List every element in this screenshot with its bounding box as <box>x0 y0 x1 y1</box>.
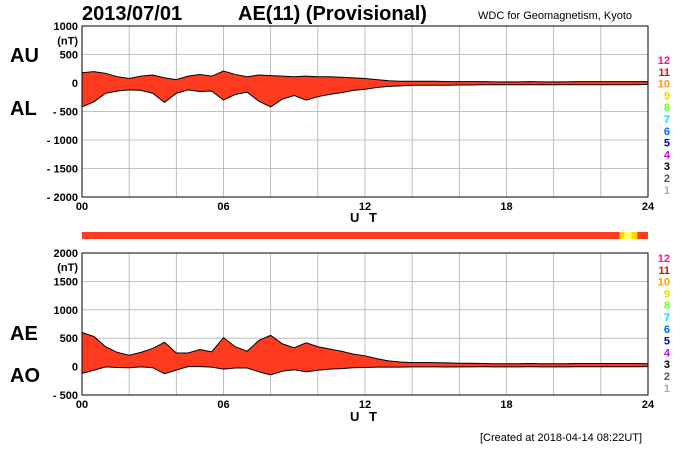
y-tick-label: - 500 <box>53 107 78 119</box>
legend-item-4: 4 <box>664 149 671 161</box>
x-tick-label: 18 <box>500 399 512 411</box>
legend-item-7: 7 <box>664 114 670 126</box>
x-tick-label: 06 <box>217 201 229 213</box>
legend-item-11: 11 <box>658 265 670 277</box>
legend-item-9: 9 <box>664 288 670 300</box>
legend-item-5: 5 <box>664 138 670 150</box>
legend-item-6: 6 <box>664 324 670 336</box>
x-axis-label: U T <box>350 409 380 424</box>
station-bar-segment <box>619 232 625 239</box>
x-tick-label: 24 <box>642 201 655 213</box>
y-tick-label: 0 <box>72 78 78 90</box>
x-tick-label: 00 <box>76 399 88 411</box>
y-tick-label: 500 <box>60 50 78 62</box>
legend-item-1: 1 <box>664 185 670 197</box>
y-tick-label: 1000 <box>54 305 78 317</box>
station-bar-segment <box>631 232 638 239</box>
x-tick-label: 00 <box>76 201 88 213</box>
legend-item-5: 5 <box>664 336 670 348</box>
legend-item-3: 3 <box>664 359 670 371</box>
series-line-ae <box>81 332 649 365</box>
unit-label: (nT) <box>57 35 78 47</box>
legend-item-12: 12 <box>658 253 670 265</box>
legend-item-10: 10 <box>658 277 670 289</box>
series-line-au <box>81 70 648 83</box>
x-tick-label: 12 <box>359 399 371 411</box>
legend-item-11: 11 <box>658 67 670 79</box>
x-tick-label: 24 <box>642 399 655 411</box>
created-timestamp: [Created at 2018-04-14 08:22UT] <box>480 432 643 444</box>
x-axis-label: U T <box>350 210 380 225</box>
legend-item-7: 7 <box>664 312 670 324</box>
plot-frame <box>81 25 649 198</box>
side-label-al: AL <box>10 98 37 120</box>
y-tick-label: - 1500 <box>47 164 78 176</box>
side-label-ao: AO <box>10 365 40 387</box>
legend-item-1: 1 <box>664 383 670 395</box>
y-tick-label: 2000 <box>54 248 78 260</box>
legend-item-10: 10 <box>658 79 670 91</box>
legend-item-8: 8 <box>664 300 670 312</box>
y-tick-label: 500 <box>60 333 78 345</box>
x-tick-label: 18 <box>500 201 512 213</box>
legend-item-4: 4 <box>664 347 671 359</box>
y-tick-label: - 500 <box>53 390 78 402</box>
station-bar-segment <box>82 232 620 239</box>
index-title: AE(11) (Provisional) <box>238 3 427 25</box>
legend-item-9: 9 <box>664 90 670 102</box>
side-label-ae: AE <box>10 323 38 345</box>
y-tick-label: 1500 <box>54 276 78 288</box>
unit-label: (nT) <box>57 262 78 274</box>
legend-item-3: 3 <box>664 161 670 173</box>
plot-frame <box>81 252 649 396</box>
legend-item-6: 6 <box>664 126 670 138</box>
y-tick-label: - 2000 <box>47 192 78 204</box>
station-bar-segment <box>624 232 632 239</box>
series-line-al <box>81 83 649 108</box>
x-tick-label: 12 <box>359 201 371 213</box>
y-tick-label: - 1000 <box>47 135 78 147</box>
y-tick-label: 1000 <box>54 21 78 33</box>
date-title: 2013/07/01 <box>82 3 183 25</box>
legend-item-2: 2 <box>664 371 670 383</box>
station-bar-segment <box>637 232 648 239</box>
legend-item-2: 2 <box>664 173 670 185</box>
source-label: WDC for Geomagnetism, Kyoto <box>478 10 633 22</box>
series-line-ao <box>81 366 649 376</box>
legend-item-12: 12 <box>658 55 670 67</box>
legend-item-8: 8 <box>664 102 670 114</box>
side-label-au: AU <box>10 45 39 67</box>
y-tick-label: 0 <box>72 362 78 374</box>
x-tick-label: 06 <box>217 399 229 411</box>
